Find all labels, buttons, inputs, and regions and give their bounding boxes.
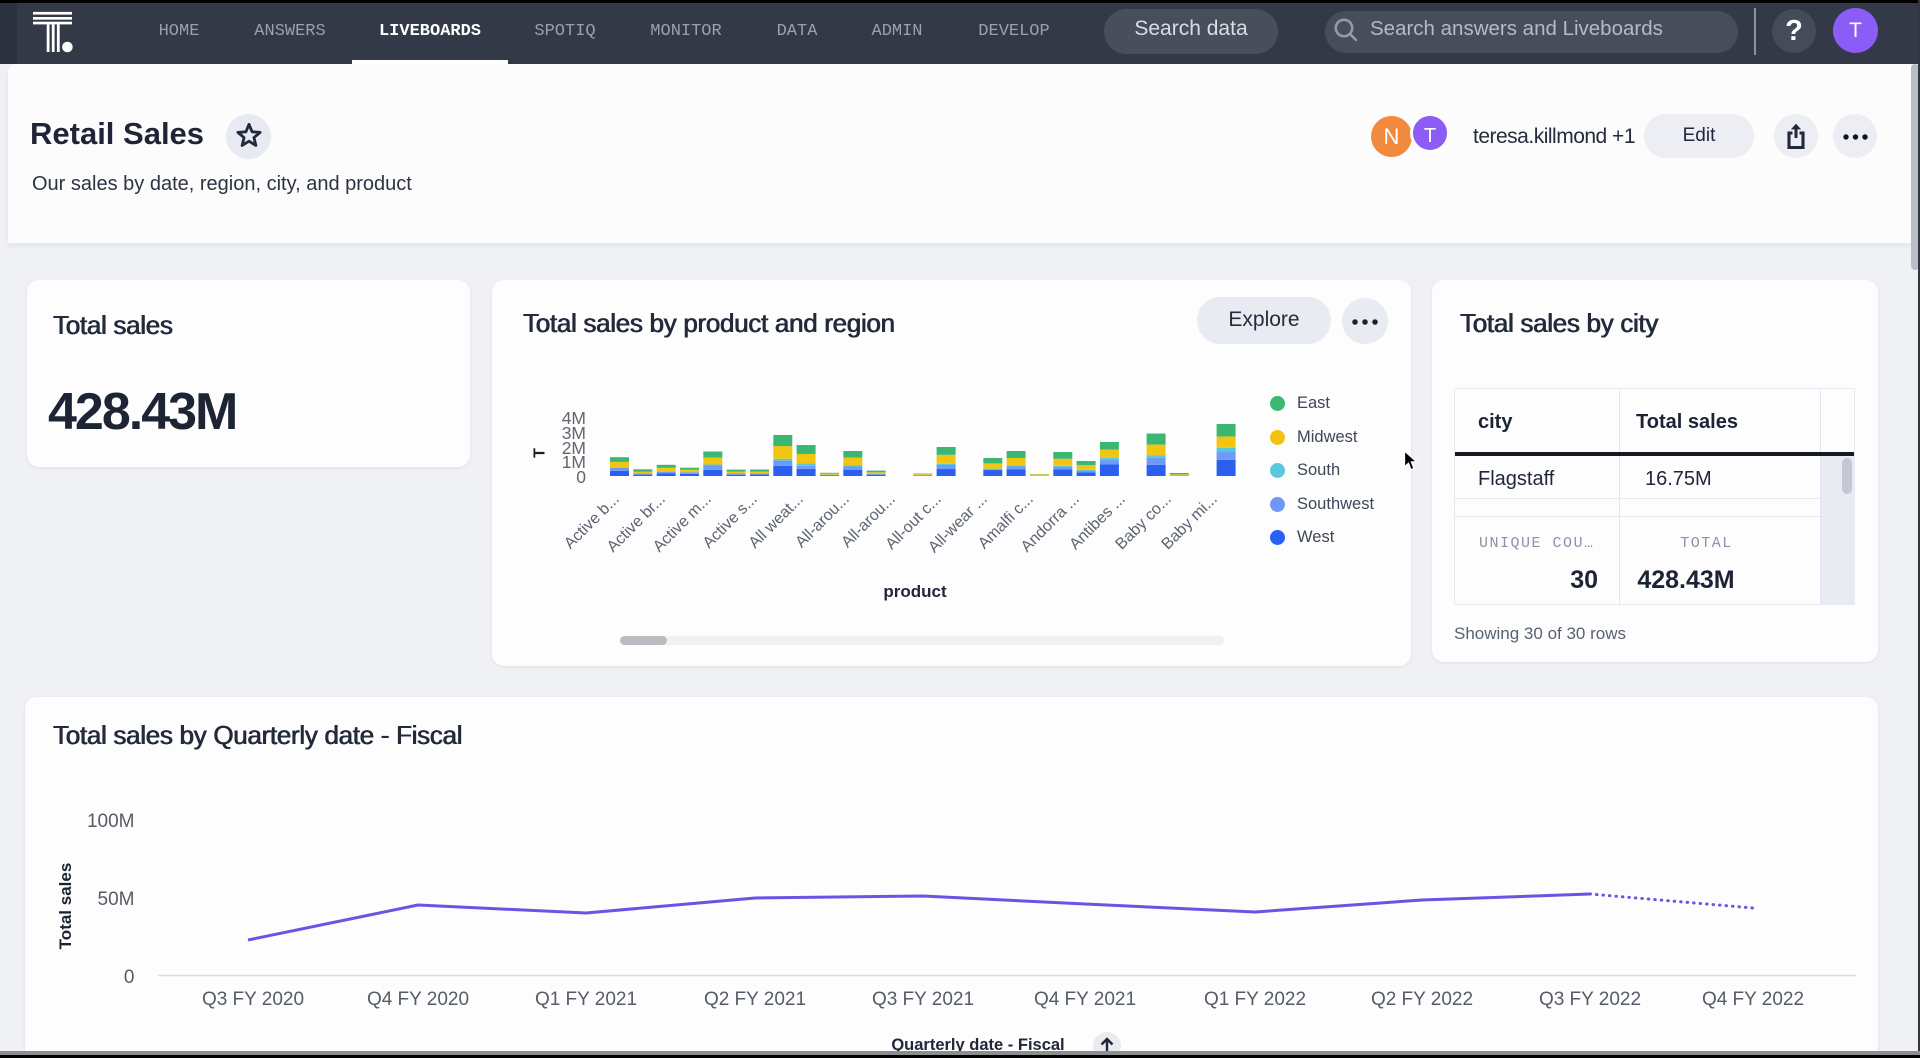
svg-text:Quarterly date - Fiscal: Quarterly date - Fiscal (891, 1036, 1064, 1054)
svg-text:1M: 1M (562, 452, 586, 472)
svg-text:Q4 FY 2021: Q4 FY 2021 (1034, 989, 1136, 1010)
svg-text:Q1 FY 2022: Q1 FY 2022 (1204, 989, 1306, 1010)
svg-text:Q1 FY 2021: Q1 FY 2021 (535, 989, 637, 1010)
svg-text:0: 0 (576, 467, 586, 487)
svg-text:3M: 3M (562, 423, 586, 443)
svg-text:Q2 FY 2022: Q2 FY 2022 (1371, 989, 1473, 1010)
svg-text:Q2 FY 2021: Q2 FY 2021 (704, 989, 806, 1010)
svg-text:Q4 FY 2020: Q4 FY 2020 (367, 989, 469, 1010)
svg-text:0: 0 (124, 967, 135, 988)
svg-text:100M: 100M (87, 811, 135, 832)
svg-text:Total sales: Total sales (56, 863, 75, 950)
svg-text:4M: 4M (562, 408, 586, 428)
svg-text:Q3 FY 2021: Q3 FY 2021 (872, 989, 974, 1010)
svg-text:Q4 FY 2022: Q4 FY 2022 (1702, 989, 1804, 1010)
svg-text:T: T (532, 448, 549, 458)
svg-text:Q3 FY 2020: Q3 FY 2020 (202, 989, 304, 1010)
svg-text:product: product (883, 582, 947, 601)
svg-text:50M: 50M (98, 889, 135, 910)
svg-text:2M: 2M (562, 438, 586, 458)
svg-text:Q3 FY 2022: Q3 FY 2022 (1539, 989, 1641, 1010)
